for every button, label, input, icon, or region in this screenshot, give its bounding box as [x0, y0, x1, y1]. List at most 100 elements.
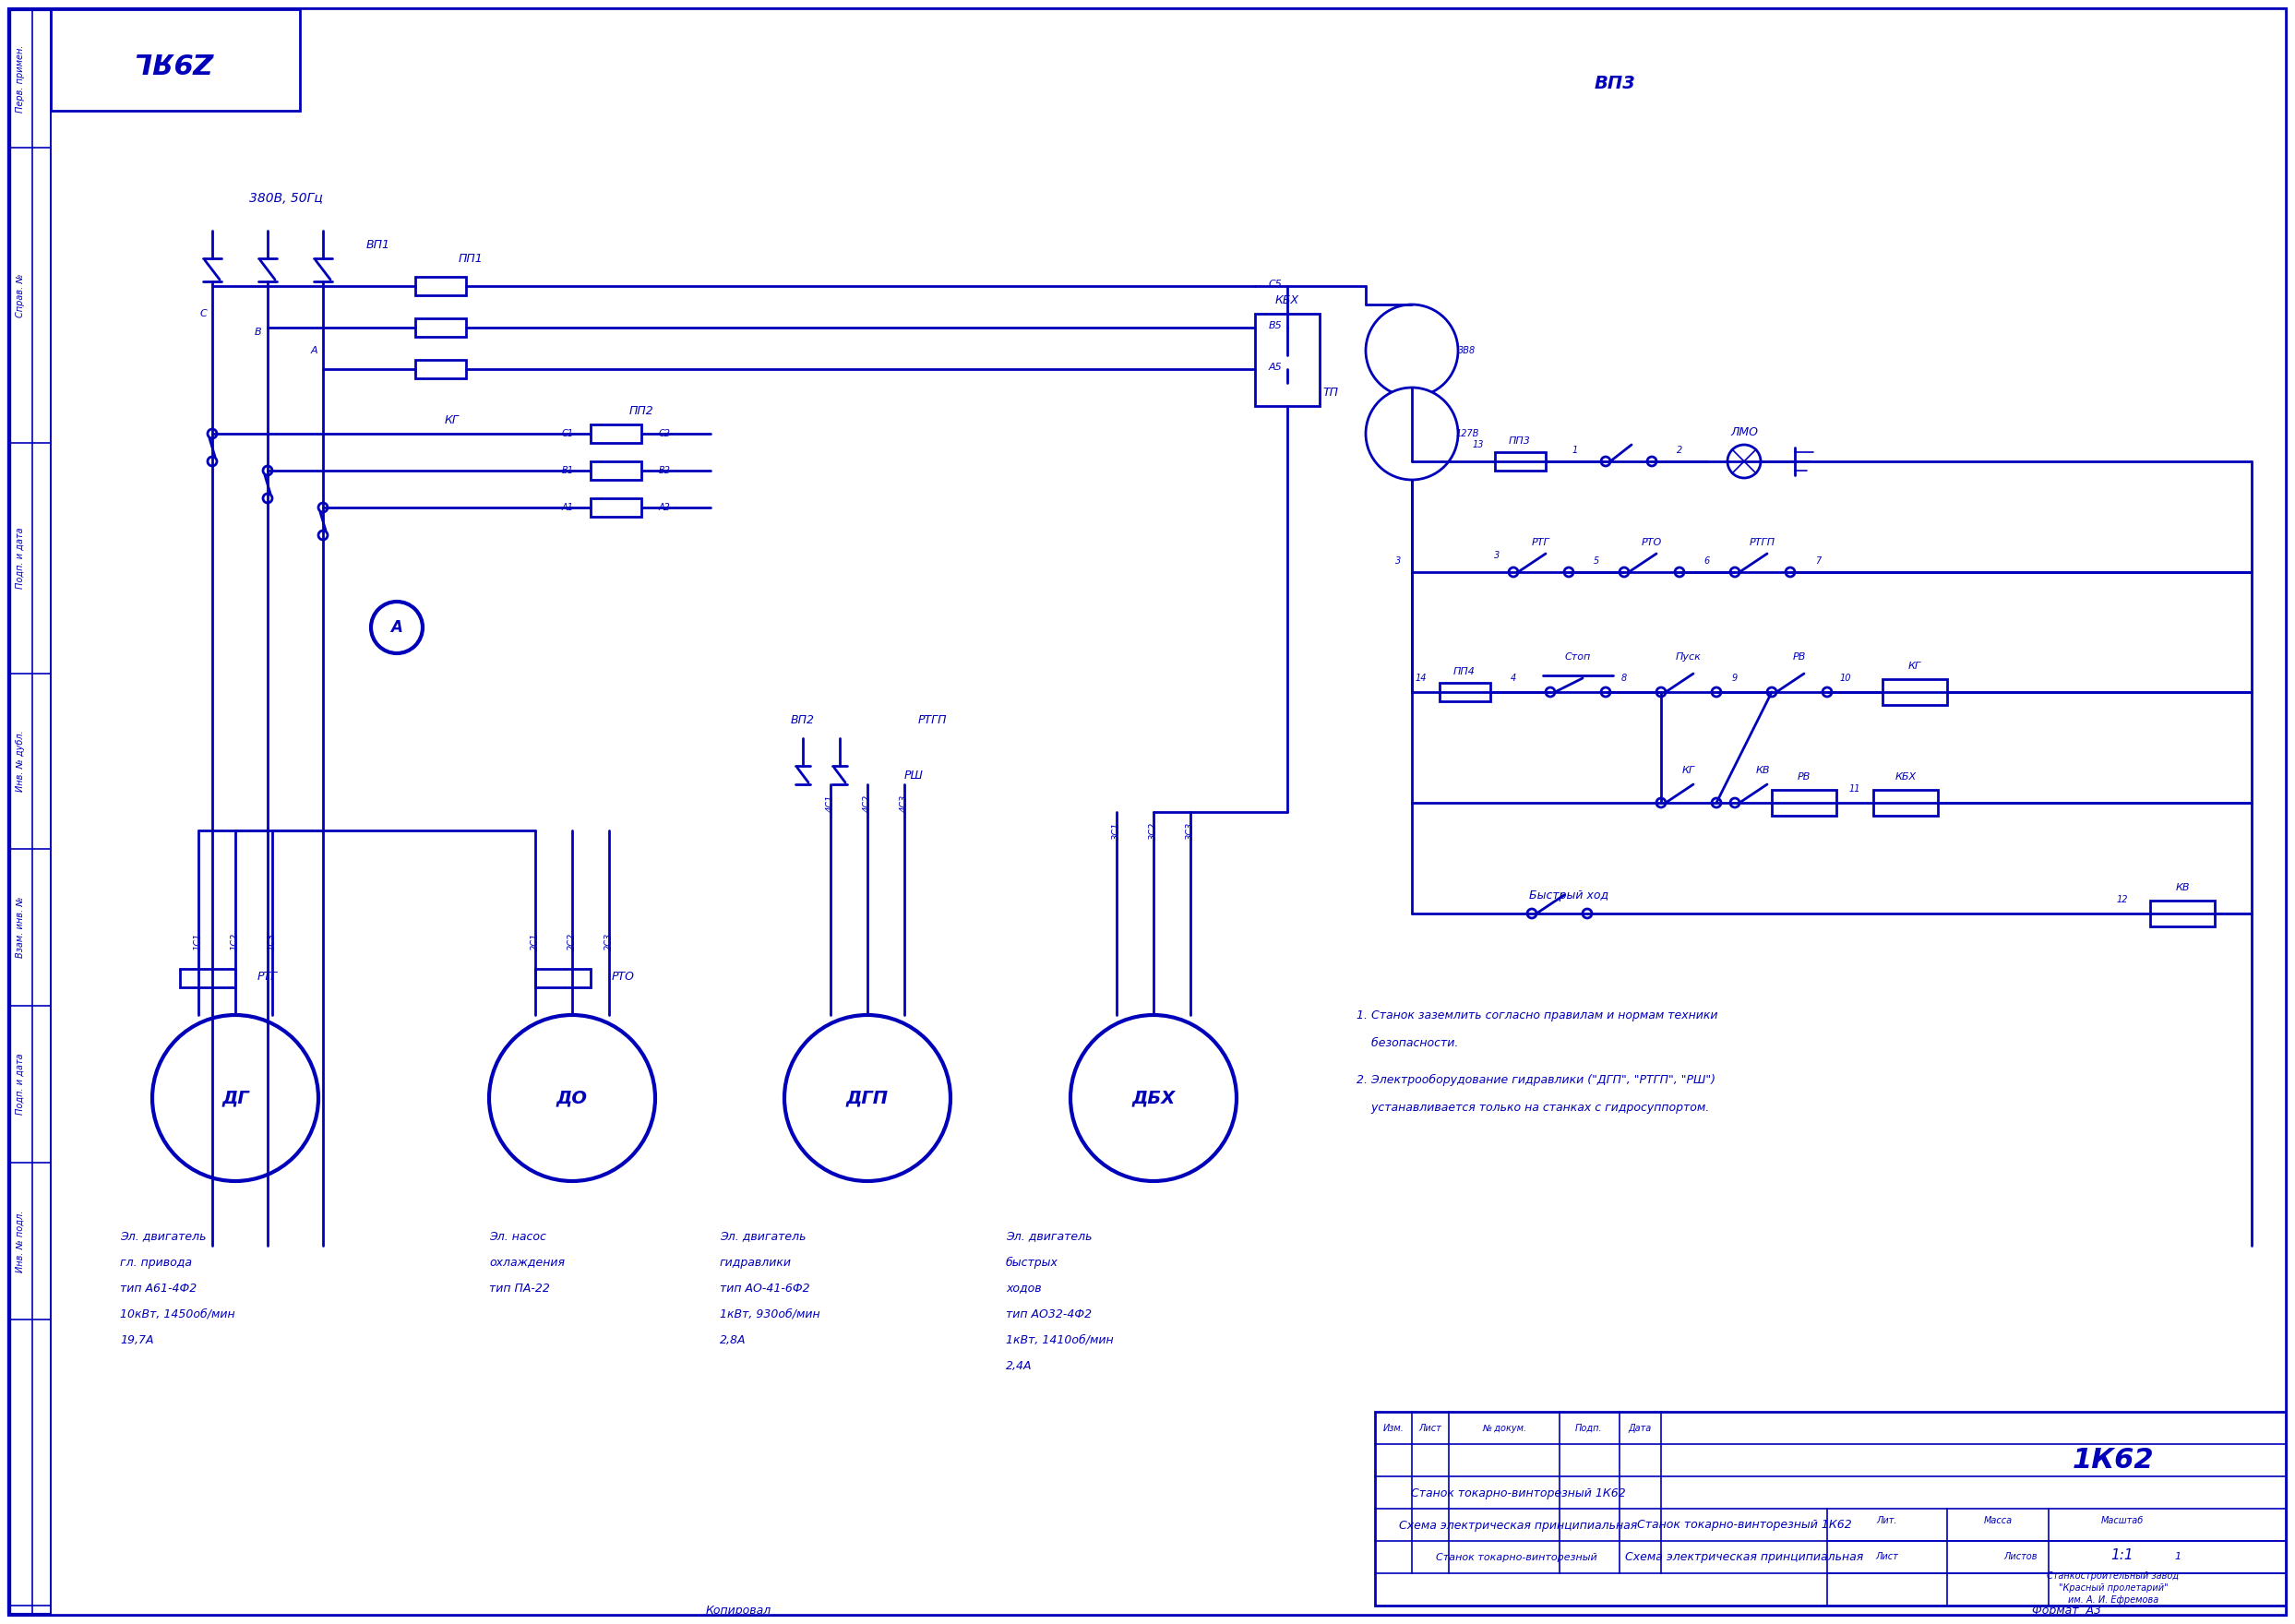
Text: 13: 13 — [1473, 440, 1485, 450]
Text: Схема электрическая принципиальная: Схема электрическая принципиальная — [1400, 1520, 1636, 1531]
Text: 380В, 50Гц: 380В, 50Гц — [250, 192, 324, 205]
Circle shape — [1675, 567, 1685, 577]
Text: безопасности.: безопасности. — [1356, 1036, 1457, 1049]
Text: Станок токарно-винторезный 1К62: Станок токарно-винторезный 1К62 — [1411, 1488, 1625, 1499]
Text: ДГ: ДГ — [223, 1090, 250, 1108]
Text: ПП2: ПП2 — [629, 404, 654, 417]
Text: A1: A1 — [562, 503, 574, 512]
Circle shape — [1730, 797, 1740, 807]
Text: B1: B1 — [562, 466, 574, 476]
Text: 3: 3 — [1494, 551, 1499, 560]
Text: B2: B2 — [659, 466, 670, 476]
Text: Пуск: Пуск — [1675, 653, 1701, 661]
Text: Справ. №: Справ. № — [16, 273, 25, 317]
Text: Быстрый ход: Быстрый ход — [1528, 888, 1609, 901]
Text: 8: 8 — [1620, 674, 1627, 682]
Text: A5: A5 — [1269, 362, 1283, 372]
Text: Взам. инв. №: Взам. инв. № — [16, 896, 25, 958]
Text: 1К62: 1К62 — [2072, 1447, 2155, 1473]
Circle shape — [1602, 456, 1611, 466]
Text: Перв. примен.: Перв. примен. — [16, 44, 25, 112]
Circle shape — [1657, 797, 1666, 807]
Text: 1С3: 1С3 — [269, 932, 278, 950]
Circle shape — [1648, 456, 1657, 466]
Circle shape — [1565, 567, 1574, 577]
Text: КБХ: КБХ — [1276, 294, 1299, 305]
Text: Копировал: Копировал — [705, 1605, 771, 1616]
Text: РВ: РВ — [1797, 773, 1811, 781]
Text: Лист: Лист — [1875, 1553, 1898, 1561]
Text: Подп.: Подп. — [1574, 1424, 1602, 1432]
Bar — [590, 461, 640, 479]
Circle shape — [1620, 567, 1629, 577]
Text: 2,4А: 2,4А — [1005, 1359, 1033, 1372]
Text: РТГП: РТГП — [918, 713, 946, 726]
Circle shape — [1069, 1015, 1237, 1181]
Text: "Красный пролетарий": "Красный пролетарий" — [2059, 1583, 2169, 1593]
Text: C1: C1 — [562, 429, 574, 438]
Circle shape — [207, 456, 216, 466]
Circle shape — [1712, 687, 1721, 697]
Text: А: А — [390, 619, 402, 635]
Bar — [415, 318, 466, 336]
Circle shape — [264, 494, 273, 503]
Circle shape — [489, 1015, 654, 1181]
Text: ПП4: ПП4 — [1453, 667, 1476, 676]
Text: Схема электрическая принципиальная: Схема электрическая принципиальная — [1625, 1551, 1864, 1562]
Text: ЛМО: ЛМО — [1730, 425, 1758, 438]
Circle shape — [319, 531, 328, 539]
Text: 10кВт, 1450об/мин: 10кВт, 1450об/мин — [119, 1307, 234, 1320]
Circle shape — [1786, 567, 1795, 577]
Circle shape — [1366, 305, 1457, 396]
Text: 2: 2 — [1678, 445, 1682, 455]
Bar — [590, 499, 640, 516]
Text: 4С3: 4С3 — [900, 794, 909, 812]
Text: ДГП: ДГП — [847, 1090, 888, 1108]
Text: 4С1: 4С1 — [826, 794, 835, 812]
Text: B5: B5 — [1269, 322, 1283, 330]
Text: 2,8А: 2,8А — [721, 1333, 746, 1346]
Text: быстрых: быстрых — [1005, 1257, 1058, 1268]
Circle shape — [1602, 687, 1611, 697]
Circle shape — [1786, 797, 1795, 807]
Bar — [1439, 682, 1489, 702]
Text: 1С1: 1С1 — [193, 932, 202, 950]
Text: 6: 6 — [1705, 557, 1710, 565]
Circle shape — [1712, 797, 1721, 807]
Text: 4: 4 — [1510, 674, 1517, 682]
Text: ВП3: ВП3 — [1595, 75, 1636, 93]
Circle shape — [1730, 567, 1740, 577]
Text: Лист: Лист — [1418, 1424, 1441, 1432]
Text: ВП2: ВП2 — [792, 713, 815, 726]
Text: 14: 14 — [1416, 674, 1427, 682]
Text: Z9ЯL: Z9ЯL — [135, 47, 216, 73]
Circle shape — [1526, 909, 1535, 918]
Text: 2. Электрооборудование гидравлики ("ДГП", "РТГП", "РШ"): 2. Электрооборудование гидравлики ("ДГП"… — [1356, 1073, 1714, 1085]
Text: Подп. и дата: Подп. и дата — [16, 1054, 25, 1116]
Text: РТО: РТО — [1641, 538, 1662, 547]
Circle shape — [319, 503, 328, 512]
Text: ТП: ТП — [1322, 387, 1338, 398]
Text: Эл. двигатель: Эл. двигатель — [1005, 1231, 1092, 1242]
Text: РТГ: РТГ — [1533, 538, 1549, 547]
Bar — [415, 276, 466, 296]
Text: 7: 7 — [1815, 557, 1820, 565]
Bar — [1882, 679, 1946, 705]
Text: КГ: КГ — [445, 414, 459, 425]
Bar — [590, 424, 640, 443]
Circle shape — [151, 1015, 319, 1181]
Text: 1кВт, 930об/мин: 1кВт, 930об/мин — [721, 1307, 819, 1320]
Bar — [50, 10, 301, 110]
Text: тип ПА-22: тип ПА-22 — [489, 1281, 551, 1294]
Text: 1: 1 — [2176, 1553, 2180, 1561]
Circle shape — [785, 1015, 950, 1181]
Text: Станок токарно-винторезный: Станок токарно-винторезный — [1437, 1553, 1600, 1562]
Text: Эл. двигатель: Эл. двигатель — [721, 1231, 806, 1242]
Text: Масса: Масса — [1983, 1517, 2013, 1525]
Text: КГ: КГ — [1682, 767, 1696, 775]
Text: 3С2: 3С2 — [1150, 822, 1159, 840]
Text: 2С3: 2С3 — [604, 932, 613, 950]
Text: 10: 10 — [1841, 674, 1852, 682]
Bar — [2150, 901, 2215, 926]
Text: 1:1: 1:1 — [2111, 1548, 2134, 1562]
